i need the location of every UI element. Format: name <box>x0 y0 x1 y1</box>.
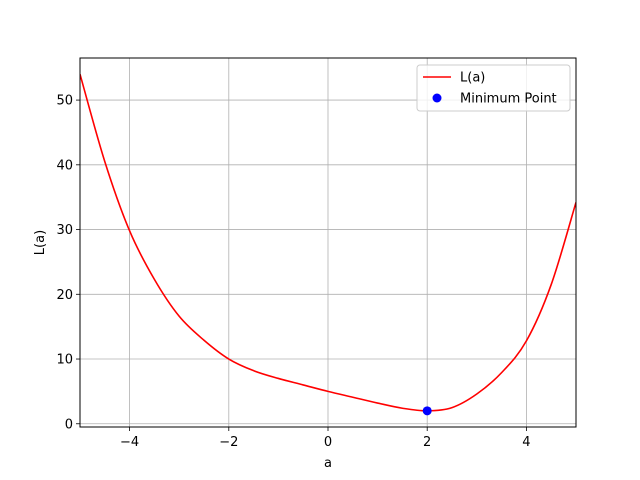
y-tick-label: 0 <box>65 417 73 432</box>
y-tick-label: 20 <box>56 288 73 303</box>
series-line-l-a <box>80 73 576 412</box>
minimum-point-marker <box>422 406 432 416</box>
x-tick-label: −2 <box>219 435 238 450</box>
y-tick-label: 30 <box>56 223 73 238</box>
x-tick-label: 2 <box>423 435 431 450</box>
x-tick-label: −4 <box>120 435 139 450</box>
legend-label: Minimum Point <box>460 92 557 107</box>
x-axis-label: a <box>324 456 332 471</box>
y-tick-label: 40 <box>56 158 73 173</box>
legend: L(a) Minimum Point <box>416 64 571 112</box>
y-axis-label: L(a) <box>33 230 48 255</box>
legend-box <box>416 64 571 112</box>
x-tick-label: 0 <box>324 435 332 450</box>
legend-marker-swatch <box>432 93 442 103</box>
legend-label: L(a) <box>460 71 485 86</box>
x-tick-label: 4 <box>522 435 530 450</box>
plot-data <box>80 73 576 416</box>
y-tick-label: 50 <box>56 94 73 109</box>
y-tick-label: 10 <box>56 353 73 368</box>
